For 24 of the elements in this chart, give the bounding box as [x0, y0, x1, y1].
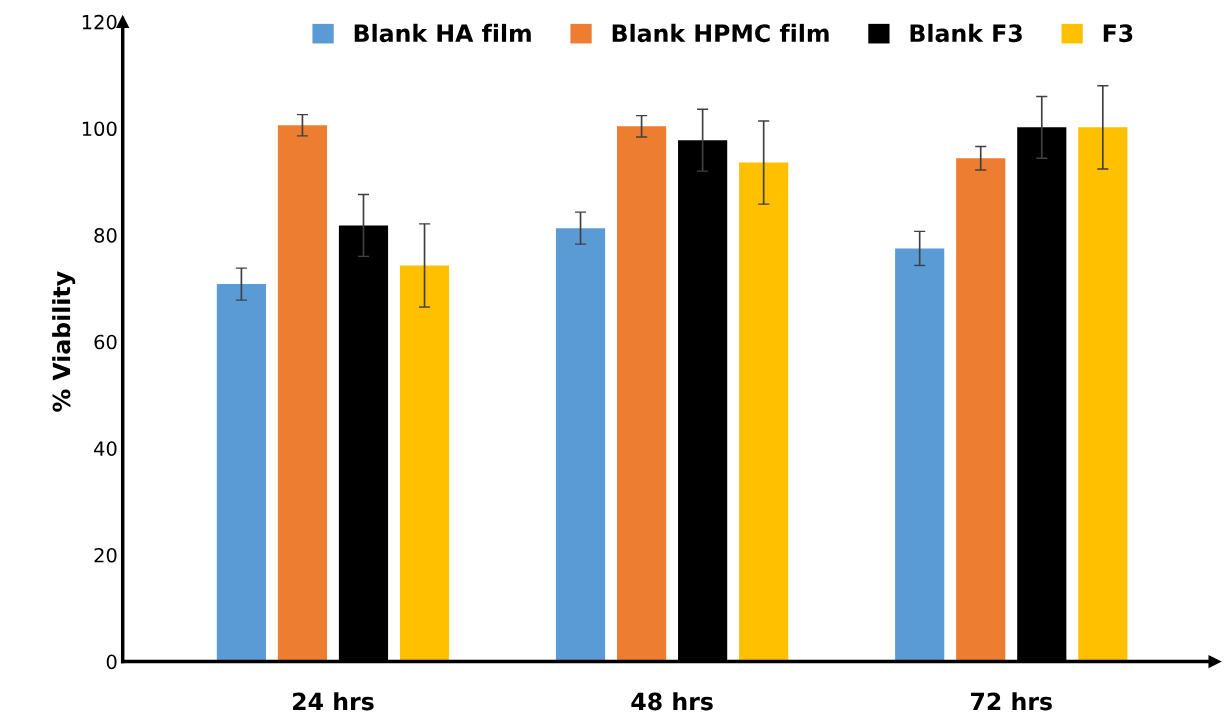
- x-tick-label: 24 hrs: [293, 692, 374, 711]
- legend-label: Blank F3: [910, 23, 1022, 43]
- legend-label: Blank HPMC film: [612, 23, 829, 43]
- y-axis-title: % Viability: [52, 271, 76, 412]
- y-tick-label: 20: [94, 547, 117, 563]
- y-tick-label: 80: [94, 228, 117, 243]
- bar: [956, 158, 1006, 662]
- bar: [1078, 127, 1128, 662]
- y-tick-label: 120: [82, 14, 117, 30]
- legend-label: Blank HA film: [354, 23, 531, 43]
- y-tick-label: 40: [94, 441, 117, 456]
- bar: [895, 248, 945, 662]
- bar: [277, 125, 328, 662]
- bar: [399, 265, 450, 662]
- bar: [739, 162, 789, 662]
- x-tick-label: 72 hrs: [971, 692, 1052, 711]
- bar: [555, 228, 606, 662]
- x-tick-label: 48 hrs: [631, 692, 713, 711]
- bar: [216, 284, 266, 662]
- bar: [617, 126, 667, 662]
- y-tick-label: 60: [94, 334, 117, 350]
- y-tick-label: 0: [106, 654, 117, 670]
- legend-label: F3: [1103, 24, 1133, 43]
- y-tick-label: 100: [82, 121, 117, 137]
